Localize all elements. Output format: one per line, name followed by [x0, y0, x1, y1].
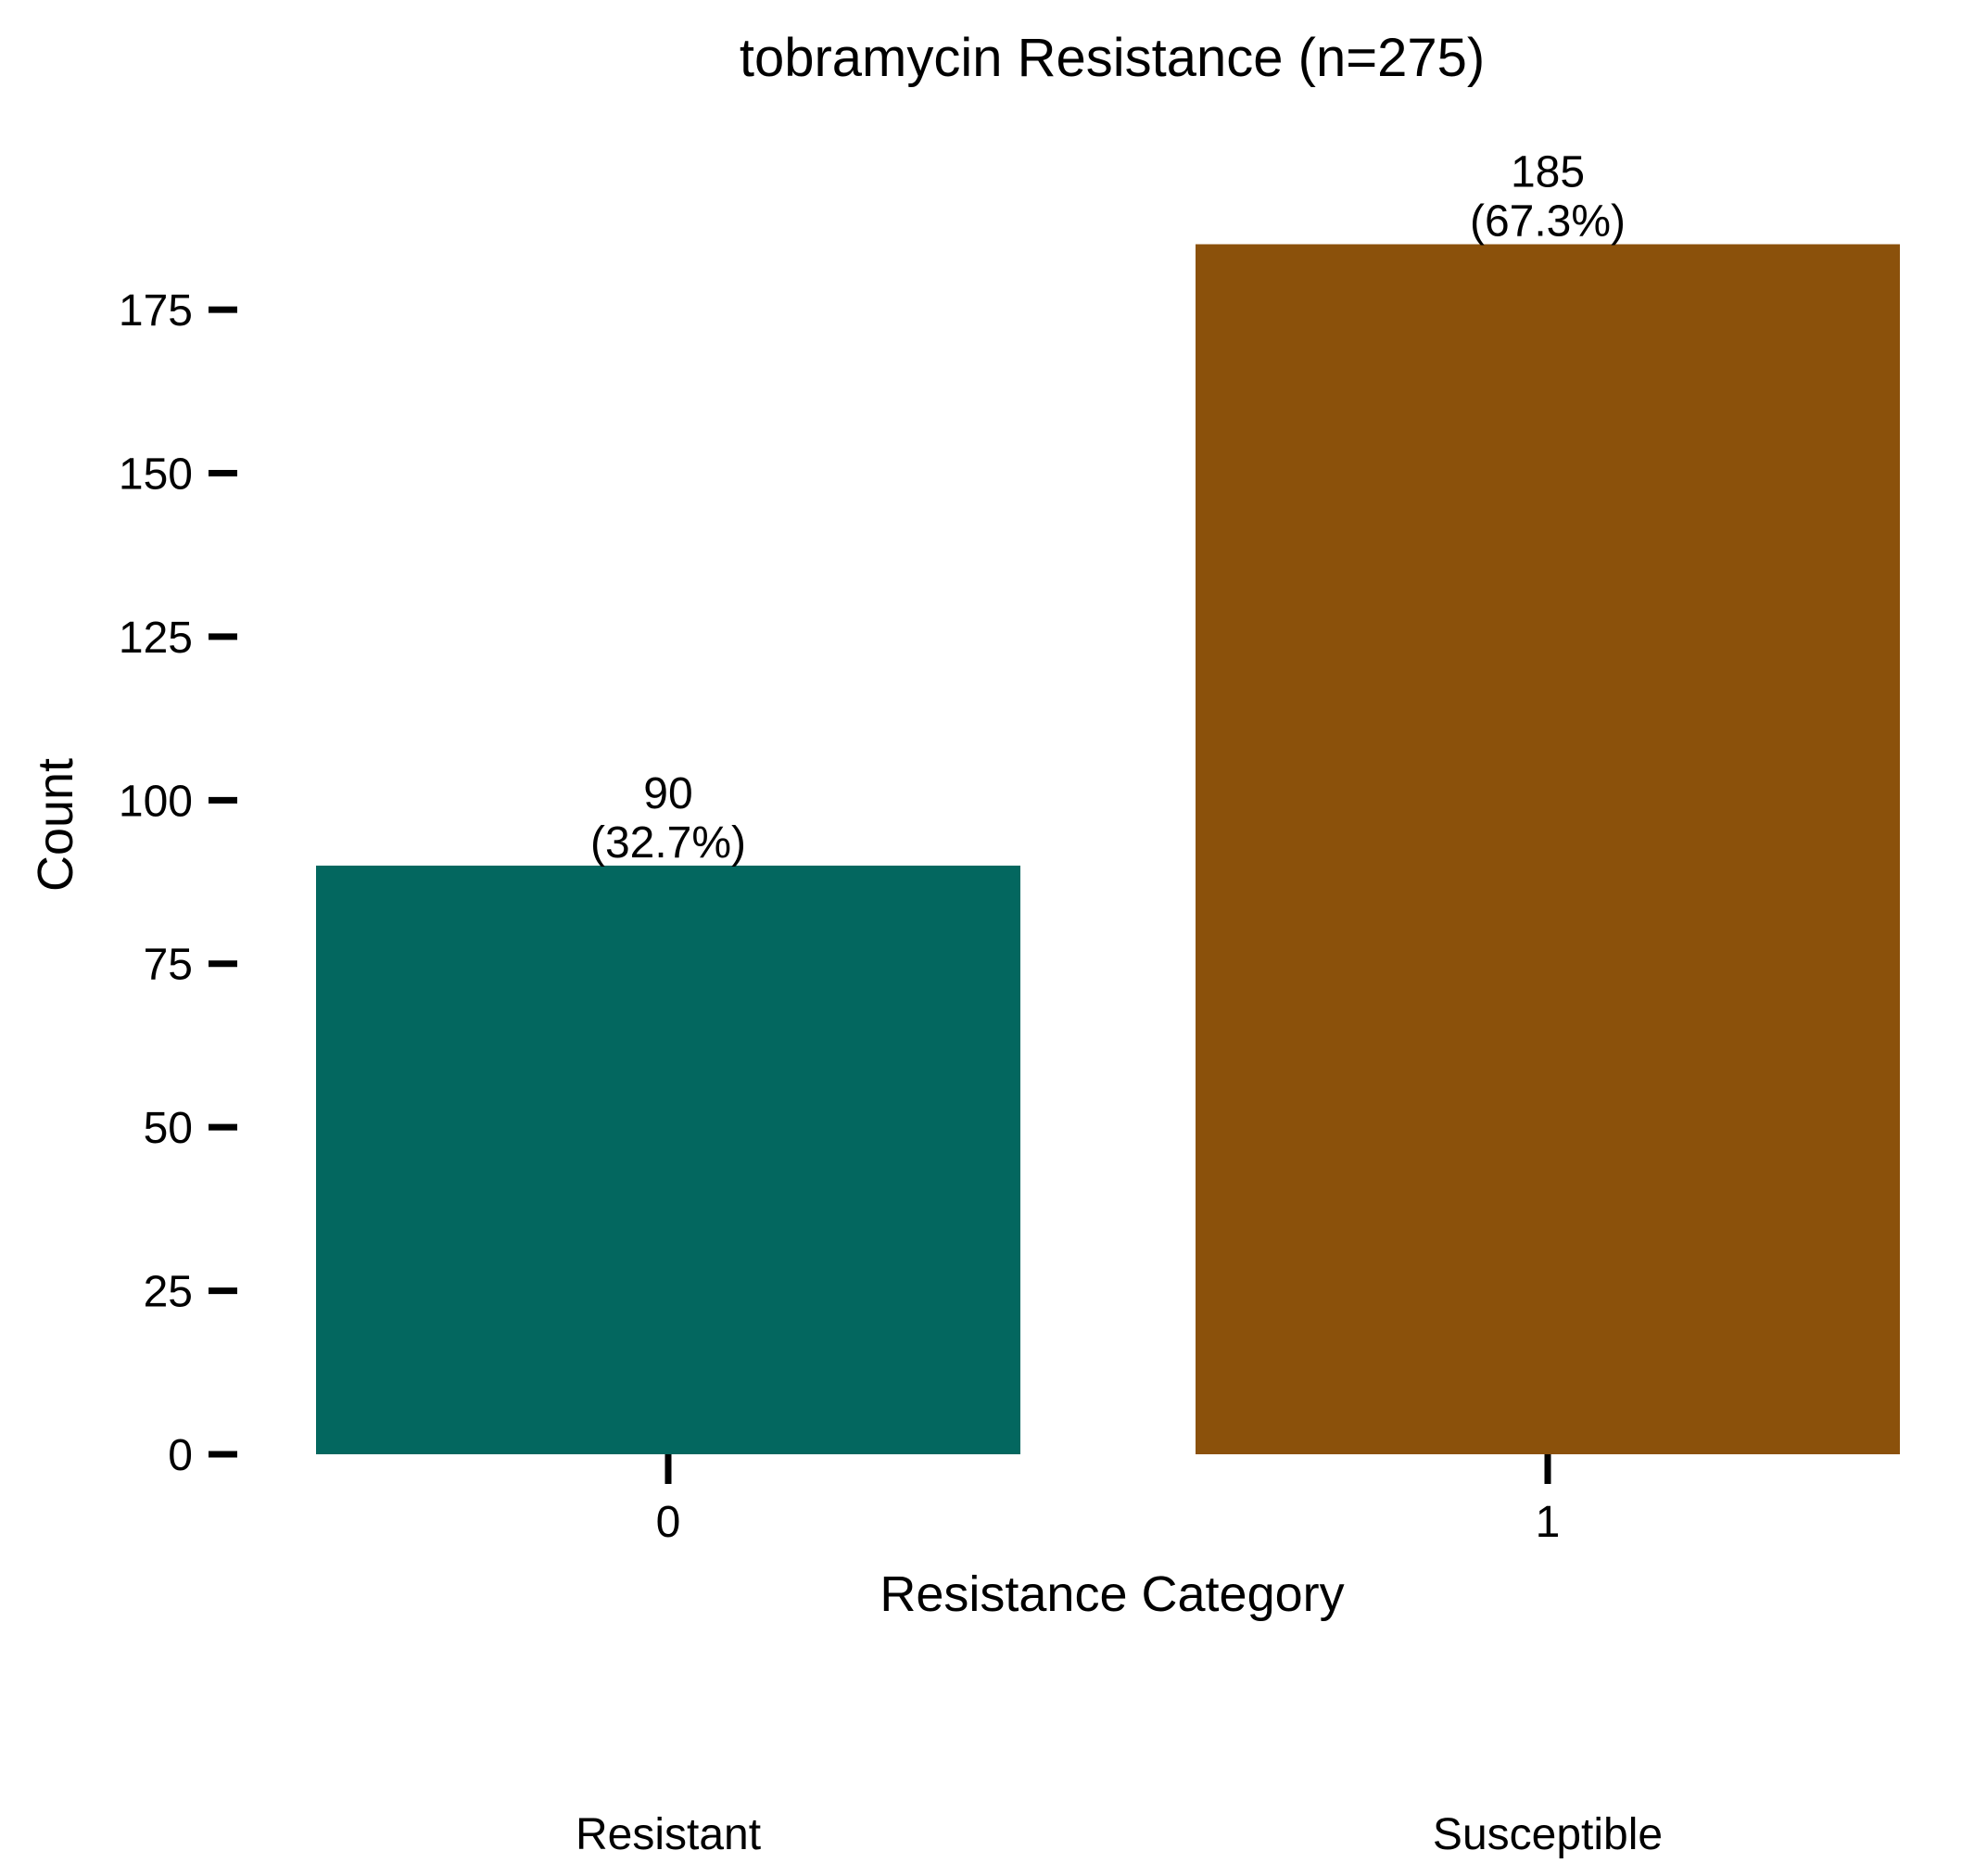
- y-axis-label: Count: [28, 758, 83, 892]
- bar-percent-label: (67.3%): [1470, 197, 1626, 247]
- bar-count-label: 185: [1511, 148, 1585, 197]
- bars: [316, 244, 1900, 1455]
- y-tick-label: 0: [168, 1431, 193, 1480]
- x-tick-label: 0: [656, 1498, 681, 1547]
- bar-labels: 90(32.7%) 185(67.3%): [590, 148, 1626, 868]
- x-tick-label: 1: [1536, 1498, 1561, 1547]
- y-axis-ticks: 0 25 50 75 100 125 150 175: [119, 286, 237, 1480]
- bar-percent-label: (32.7%): [590, 818, 746, 868]
- category-name: Resistant: [576, 1810, 761, 1859]
- chart-title: tobramycin Resistance (n=275): [740, 28, 1485, 88]
- x-axis-label: Resistance Category: [880, 1566, 1344, 1622]
- y-tick-label: 100: [119, 777, 193, 826]
- y-tick-label: 125: [119, 614, 193, 663]
- category-name: Susceptible: [1433, 1810, 1663, 1859]
- y-tick-label: 175: [119, 286, 193, 336]
- bar-count-label: 90: [643, 769, 692, 818]
- y-tick-label: 25: [144, 1268, 193, 1317]
- bar-0: [316, 865, 1020, 1454]
- y-tick-label: 75: [144, 941, 193, 990]
- y-tick-label: 50: [144, 1104, 193, 1153]
- y-tick-label: 150: [119, 450, 193, 499]
- category-names: Resistant Susceptible: [576, 1810, 1663, 1859]
- bar-1: [1196, 244, 1900, 1455]
